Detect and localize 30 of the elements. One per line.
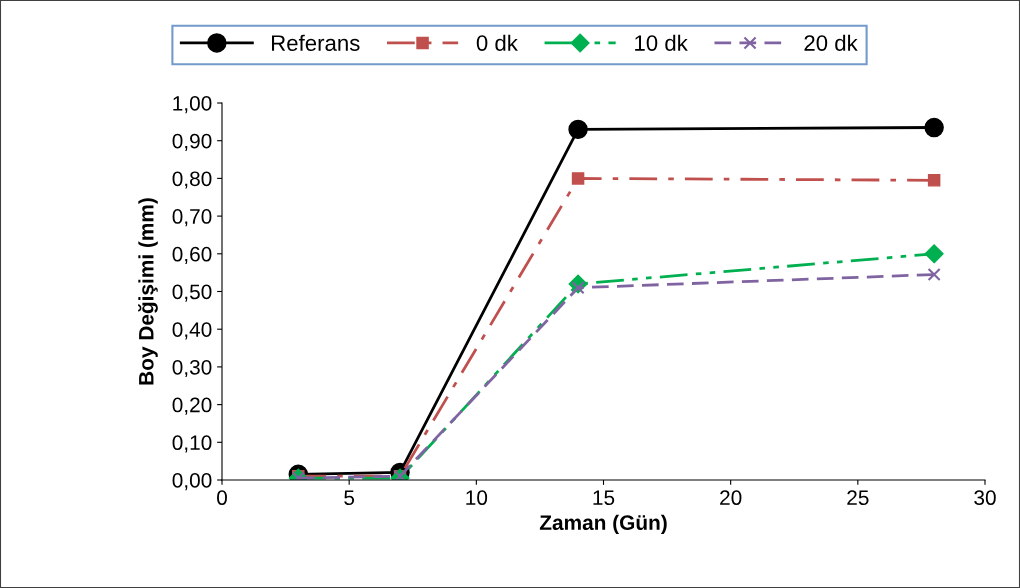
- y-axis-title: Boy Değişimi (mm): [138, 198, 158, 385]
- point: [927, 174, 941, 187]
- x-tick-label: 5: [344, 490, 355, 506]
- y-tick-label: 0,10: [172, 435, 212, 453]
- x-tick-label: 0: [217, 490, 227, 506]
- y-tick-label: 0,80: [172, 171, 212, 189]
- y-tick-label: 0,60: [172, 246, 212, 265]
- x-tick-label: 15: [593, 490, 615, 506]
- legend-label: 0 dk: [476, 34, 518, 51]
- y-tick-label: 0,00: [172, 473, 212, 491]
- y-tick-label: 0,40: [172, 322, 212, 340]
- point: [571, 172, 585, 185]
- point: [924, 244, 944, 264]
- y-tick-label: 0,30: [172, 359, 212, 378]
- legend-label: Referans: [271, 34, 360, 51]
- legend-label: 20 dk: [804, 34, 858, 51]
- y-tick-label: 0,70: [172, 209, 212, 227]
- y-tick-label: 1,00: [173, 96, 212, 114]
- point: [568, 119, 588, 140]
- x-axis-title: Zaman (Gün): [539, 514, 667, 535]
- x-tick-label: 30: [974, 490, 996, 506]
- legend-label: 10 dk: [635, 34, 688, 51]
- y-tick-label: 0,50: [172, 284, 212, 302]
- x-tick-label: 25: [847, 490, 869, 506]
- x-tick-label: 10: [466, 490, 488, 506]
- x-tick-label: 20: [720, 490, 742, 506]
- y-tick-label: 0,90: [172, 133, 212, 151]
- point: [927, 267, 941, 282]
- y-tick-label: 0,20: [172, 397, 212, 415]
- point: [924, 117, 944, 138]
